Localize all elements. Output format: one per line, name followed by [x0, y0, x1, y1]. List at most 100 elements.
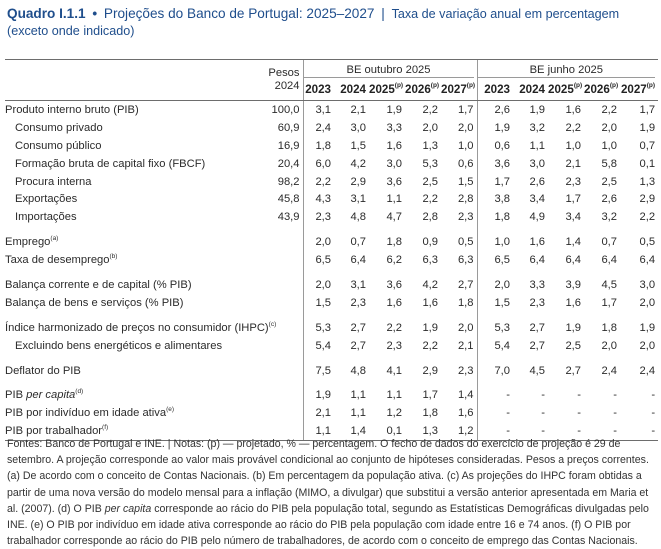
row-label: PIB por indivíduo em idade ativa(e)	[5, 406, 175, 420]
table-title: Quadro I.1.1 • Projeções do Banco de Por…	[7, 5, 657, 40]
table-row: Produto interno bruto (PIB) 100,0 3,1 2,1 1,…	[5, 100, 658, 119]
value-cell-oct: 3,1	[350, 278, 366, 291]
value-cell-oct: 2,7	[350, 321, 366, 334]
value-cell-jun: 5,4	[476, 336, 514, 355]
value-cell-oct: 2,3	[386, 339, 402, 352]
value-cell-jun: 2,0	[639, 339, 656, 352]
value-cell-oct: 1,5	[302, 293, 334, 312]
table-row: Procura interna 98,2 2,2 2,9 3,6 2,5 1,5 1,7 2,6…	[5, 172, 658, 191]
value-cell-oct: 1,3	[405, 422, 441, 442]
value-cell-jun: 2,9	[639, 193, 656, 206]
value-cell-jun: 1,6	[565, 103, 582, 116]
value-cell-oct: 6,3	[457, 254, 474, 267]
table-row: Deflator do PIB 7,5 4,8 4,1 2,9 2,3 7,0 4,5 2,7 2…	[5, 361, 658, 380]
row-label: PIB por trabalhador(f)	[5, 422, 257, 442]
value-cell-oct: 2,0	[457, 121, 474, 134]
value-cell-jun: 2,1	[565, 157, 582, 170]
value-cell-jun: 3,2	[529, 121, 546, 134]
value-cell-oct: 5,4	[302, 336, 334, 355]
row-label: Formação bruta de capital fixo (FBCF)	[15, 157, 206, 170]
value-cell-jun: 2,2	[601, 103, 618, 116]
value-cell-jun: 2,6	[601, 193, 618, 206]
value-cell-jun: 1,0	[601, 139, 618, 152]
value-cell-jun: 1,8	[476, 208, 514, 227]
weight-cell: 45,8	[277, 193, 300, 206]
value-cell-jun: 1,7	[476, 172, 514, 191]
row-label: PIB per capita(d)	[5, 388, 84, 402]
value-cell-jun: 3,6	[476, 154, 514, 173]
value-cell-oct: 3,1	[350, 193, 366, 206]
value-cell-jun: 2,7	[565, 364, 582, 377]
value-cell-oct: 2,7	[457, 278, 474, 291]
value-cell-jun: 1,6	[529, 236, 546, 249]
value-cell-oct: 3,3	[386, 121, 402, 134]
value-cell-oct: 0,6	[457, 157, 474, 170]
weight-cell: 16,9	[277, 139, 300, 152]
weight-cell	[257, 422, 303, 442]
value-cell-oct: 1,1	[386, 389, 402, 402]
value-cell-oct: 1,4	[457, 389, 474, 402]
year-header-oct: 2025(p)	[369, 78, 405, 101]
value-cell-oct: 6,5	[302, 251, 334, 270]
value-cell-oct: 4,3	[302, 190, 334, 209]
value-cell-oct: 4,2	[350, 157, 366, 170]
value-cell-oct: 1,3	[422, 139, 438, 152]
value-cell-jun: 2,3	[529, 296, 546, 309]
value-cell-jun: -	[620, 422, 659, 442]
value-cell-oct: 2,4	[302, 118, 334, 137]
value-cell-oct: 2,9	[350, 175, 366, 188]
value-cell-oct: 2,2	[422, 339, 438, 352]
value-cell-oct: 2,5	[422, 175, 438, 188]
value-cell-jun: 2,0	[601, 121, 618, 134]
value-cell-jun: 4,9	[529, 211, 546, 224]
value-cell-jun: 1,3	[639, 175, 656, 188]
value-cell-oct: 1,9	[422, 321, 438, 334]
value-cell-jun: 1,7	[601, 296, 618, 309]
value-cell-jun: -	[613, 407, 618, 420]
weight-cell	[257, 386, 303, 404]
title-subtitle: Taxa de variação anual em percentagem	[391, 7, 620, 21]
year-header-jun: 2025(p)	[548, 78, 585, 101]
value-cell-oct: 1,9	[302, 386, 334, 405]
value-cell-jun: 2,5	[565, 339, 582, 352]
value-cell-oct: 1,1	[350, 407, 366, 420]
value-cell-jun: 2,6	[476, 100, 514, 119]
value-cell-oct: 3,0	[386, 157, 402, 170]
value-cell-jun: 0,7	[601, 236, 618, 249]
value-cell-oct: 1,4	[334, 422, 369, 442]
value-cell-jun: 3,0	[529, 157, 546, 170]
value-cell-oct: 2,2	[422, 193, 438, 206]
value-cell-jun: -	[651, 407, 656, 420]
table-row: Importações 43,9 2,3 4,8 4,7 2,8 2,3 1,8 4,9 3,4 3…	[5, 208, 658, 227]
value-cell-oct: 1,1	[350, 389, 366, 402]
projections-table: Pesos 2024 BE outubro 2025 BE junho 2025…	[5, 59, 659, 442]
year-header-jun: 2023	[476, 78, 514, 101]
value-cell-jun: -	[613, 389, 618, 402]
value-cell-oct: 5,3	[302, 318, 334, 337]
row-label: Consumo privado	[15, 121, 103, 134]
row-label: Procura interna	[15, 175, 92, 188]
weight-cell	[257, 404, 303, 422]
row-label: Emprego(a)	[5, 235, 59, 249]
weight-cell: 98,2	[277, 175, 300, 188]
value-cell-jun: 1,9	[565, 321, 582, 334]
value-cell-oct: 1,2	[386, 407, 402, 420]
value-cell-jun: 5,3	[476, 318, 514, 337]
value-cell-jun: 2,4	[601, 364, 618, 377]
value-cell-jun: -	[577, 389, 582, 402]
value-cell-jun: 0,7	[639, 139, 656, 152]
value-cell-jun: 2,5	[601, 175, 618, 188]
value-cell-oct: 4,2	[422, 278, 438, 291]
value-cell-oct: 1,9	[386, 103, 402, 116]
table-row: Taxa de desemprego(b) 6,5 6,4 6,2 6,3 6,3 6,5 6…	[5, 251, 658, 270]
value-cell-oct: 1,1	[386, 193, 402, 206]
value-cell-oct: 6,2	[386, 254, 402, 267]
weight-cell: 43,9	[277, 211, 300, 224]
value-cell-jun: -	[651, 389, 656, 402]
value-cell-oct: 1,8	[457, 296, 474, 309]
value-cell-oct: 1,2	[441, 422, 478, 442]
row-label: Balança de bens e serviços (% PIB)	[5, 296, 184, 309]
year-header-oct: 2024	[334, 78, 369, 101]
group-header-october: BE outubro 2025	[302, 59, 478, 78]
value-cell-jun: 3,4	[529, 193, 546, 206]
